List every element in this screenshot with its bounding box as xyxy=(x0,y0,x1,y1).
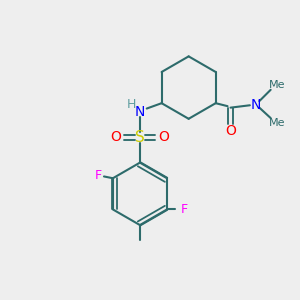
Text: Me: Me xyxy=(269,80,286,90)
Text: Me: Me xyxy=(269,118,286,128)
Text: O: O xyxy=(225,124,236,138)
Text: H: H xyxy=(127,98,136,111)
Text: N: N xyxy=(250,98,261,112)
Text: F: F xyxy=(94,169,102,182)
Text: S: S xyxy=(135,130,145,145)
Text: N: N xyxy=(135,105,145,119)
Text: F: F xyxy=(181,203,188,216)
Text: O: O xyxy=(158,130,169,144)
Text: O: O xyxy=(111,130,122,144)
